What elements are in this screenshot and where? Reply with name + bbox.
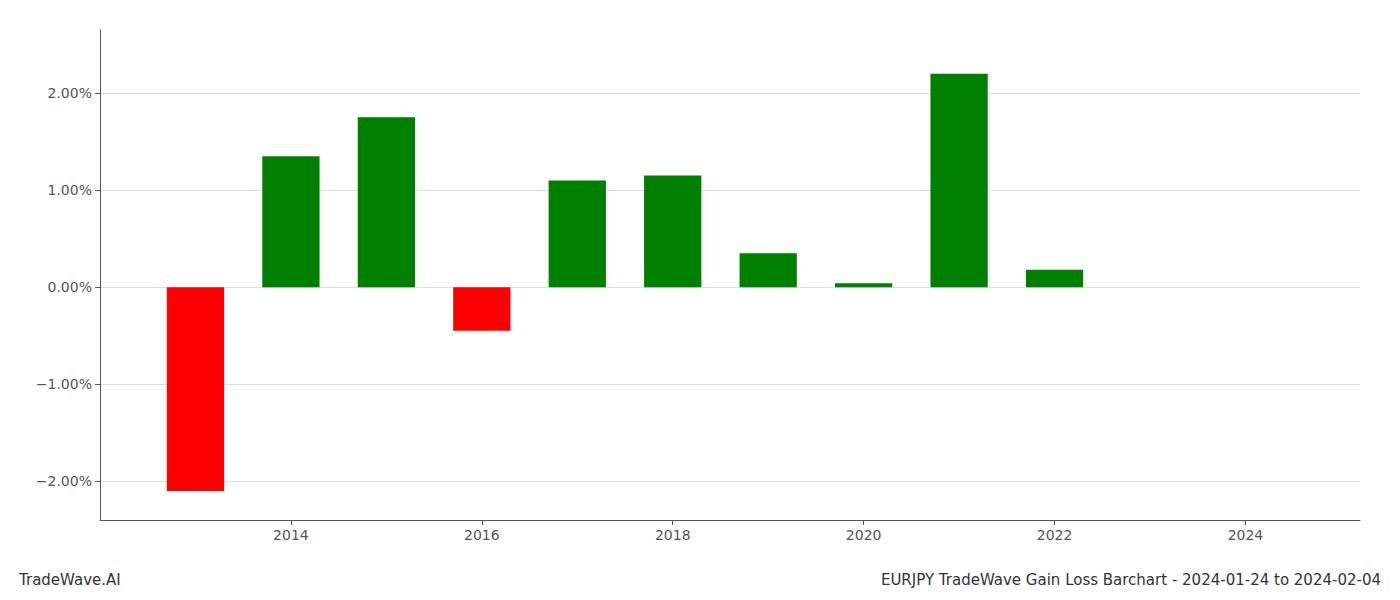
svg-text:TradeWave.AI: TradeWave.AI (18, 571, 121, 589)
svg-text:EURJPY TradeWave Gain Loss Bar: EURJPY TradeWave Gain Loss Barchart - 20… (881, 571, 1381, 589)
svg-text:−2.00%: −2.00% (36, 473, 92, 489)
svg-text:1.00%: 1.00% (48, 182, 92, 198)
svg-text:0.00%: 0.00% (48, 279, 92, 295)
svg-text:2018: 2018 (655, 527, 691, 543)
svg-text:2014: 2014 (273, 527, 309, 543)
svg-text:2022: 2022 (1037, 527, 1073, 543)
svg-text:−1.00%: −1.00% (36, 376, 92, 392)
svg-text:2020: 2020 (846, 527, 882, 543)
svg-text:2016: 2016 (464, 527, 500, 543)
svg-text:2.00%: 2.00% (48, 85, 92, 101)
svg-text:2024: 2024 (1228, 527, 1264, 543)
